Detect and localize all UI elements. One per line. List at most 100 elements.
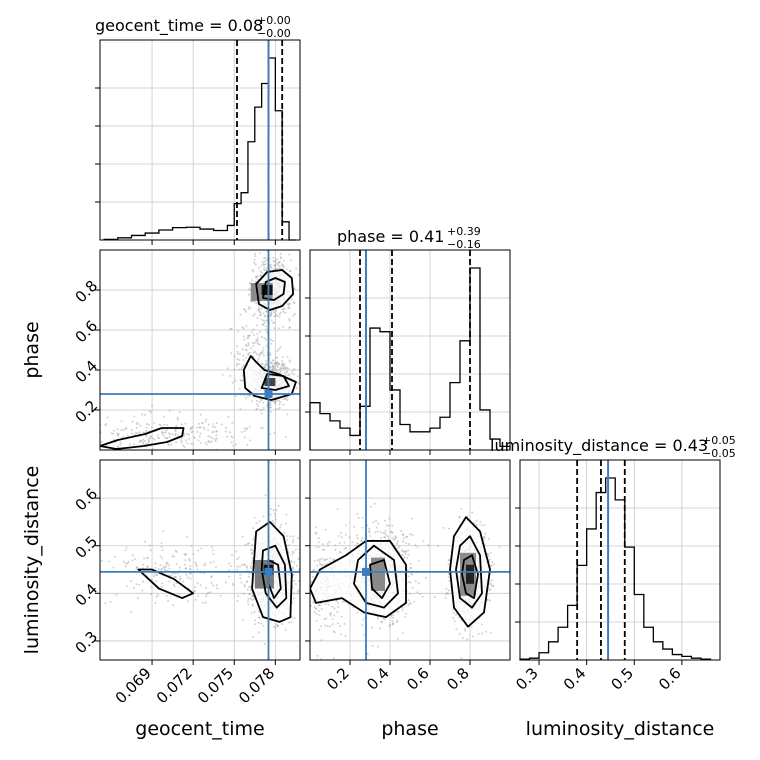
scatter-point — [301, 555, 303, 557]
scatter-point — [131, 554, 134, 557]
scatter-point — [277, 263, 280, 266]
scatter-point — [252, 270, 255, 273]
scatter-point — [144, 413, 147, 416]
scatter-point — [243, 436, 246, 439]
scatter-point — [178, 465, 180, 467]
scatter-point — [320, 563, 323, 566]
scatter-point — [409, 602, 412, 605]
scatter-point — [251, 598, 254, 601]
scatter-point — [251, 269, 254, 272]
scatter-point — [254, 619, 257, 622]
scatter-point — [257, 309, 260, 312]
scatter-point — [290, 560, 293, 562]
scatter-point — [275, 313, 278, 316]
scatter-point — [402, 533, 405, 536]
scatter-point — [297, 587, 299, 589]
scatter-point — [498, 546, 501, 548]
scatter-point — [284, 628, 287, 631]
scatter-point — [490, 564, 493, 567]
scatter-point — [237, 330, 240, 333]
scatter-point — [187, 433, 190, 436]
tick-label-x: 0.8 — [443, 664, 473, 694]
scatter-point — [471, 635, 474, 638]
scatter-point — [248, 593, 251, 595]
scatter-point — [297, 382, 300, 385]
scatter-point — [480, 524, 483, 527]
scatter-point — [417, 559, 420, 562]
scatter-point — [167, 443, 170, 446]
scatter-point — [188, 437, 191, 440]
scatter-point — [247, 352, 250, 355]
scatter-point — [297, 537, 300, 539]
scatter-point — [273, 512, 276, 515]
scatter-point — [277, 261, 280, 264]
scatter-point — [215, 437, 218, 440]
scatter-point — [360, 539, 363, 542]
scatter-point — [161, 557, 164, 560]
scatter-point — [273, 400, 276, 403]
scatter-point — [64, 432, 66, 434]
scatter-point — [155, 595, 158, 598]
scatter-point — [384, 529, 387, 532]
scatter-point — [388, 625, 391, 628]
scatter-point — [247, 342, 250, 345]
scatter-point — [145, 423, 148, 425]
scatter-point — [252, 538, 255, 541]
scatter-point — [172, 583, 175, 586]
scatter-point — [255, 399, 258, 402]
scatter-point — [203, 564, 206, 567]
scatter-point — [234, 443, 237, 446]
scatter-point — [323, 548, 326, 551]
scatter-point — [209, 561, 212, 564]
scatter-point — [163, 566, 166, 569]
scatter-point — [211, 431, 214, 434]
scatter-point — [161, 582, 164, 585]
scatter-point — [215, 430, 218, 433]
scatter-point — [278, 265, 281, 268]
scatter-point — [122, 452, 124, 454]
scatter-point — [453, 620, 456, 623]
scatter-point — [277, 262, 280, 264]
scatter-point — [243, 308, 246, 311]
scatter-point — [196, 549, 199, 552]
scatter-point — [184, 567, 187, 570]
scatter-point — [398, 545, 401, 548]
scatter-point — [160, 424, 162, 427]
scatter-point — [159, 564, 162, 567]
scatter-point — [303, 588, 305, 590]
scatter-point — [250, 548, 252, 551]
scatter-point — [243, 364, 245, 367]
scatter-point — [245, 565, 248, 568]
scatter-point — [316, 564, 319, 567]
scatter-point — [270, 401, 272, 403]
scatter-point — [195, 565, 198, 568]
scatter-point — [263, 263, 265, 266]
scatter-point — [272, 359, 275, 362]
scatter-point — [162, 415, 165, 418]
scatter-point — [337, 535, 340, 537]
scatter-point — [483, 536, 486, 539]
scatter-point — [269, 265, 272, 268]
tick-label-x: 0.6 — [655, 664, 685, 694]
scatter-point — [272, 321, 275, 324]
scatter-point — [273, 327, 276, 330]
scatter-point — [269, 338, 272, 341]
scatter-point — [162, 565, 165, 568]
scatter-point — [302, 546, 304, 548]
scatter-point — [332, 657, 335, 660]
scatter-point — [135, 426, 138, 429]
scatter-point — [249, 439, 252, 442]
scatter-point — [276, 356, 279, 359]
scatter-point — [150, 586, 153, 589]
scatter-point — [275, 267, 278, 270]
scatter-point — [114, 555, 116, 558]
scatter-point — [148, 439, 150, 442]
scatter-point — [241, 366, 244, 369]
title-luminosity-distance-minus: −0.05 — [702, 447, 736, 460]
panel-frame — [99, 459, 301, 661]
scatter-point — [259, 270, 262, 273]
scatter-point — [401, 549, 403, 552]
scatter-point — [166, 437, 168, 440]
contour-line — [353, 544, 399, 609]
scatter-point — [403, 556, 406, 559]
